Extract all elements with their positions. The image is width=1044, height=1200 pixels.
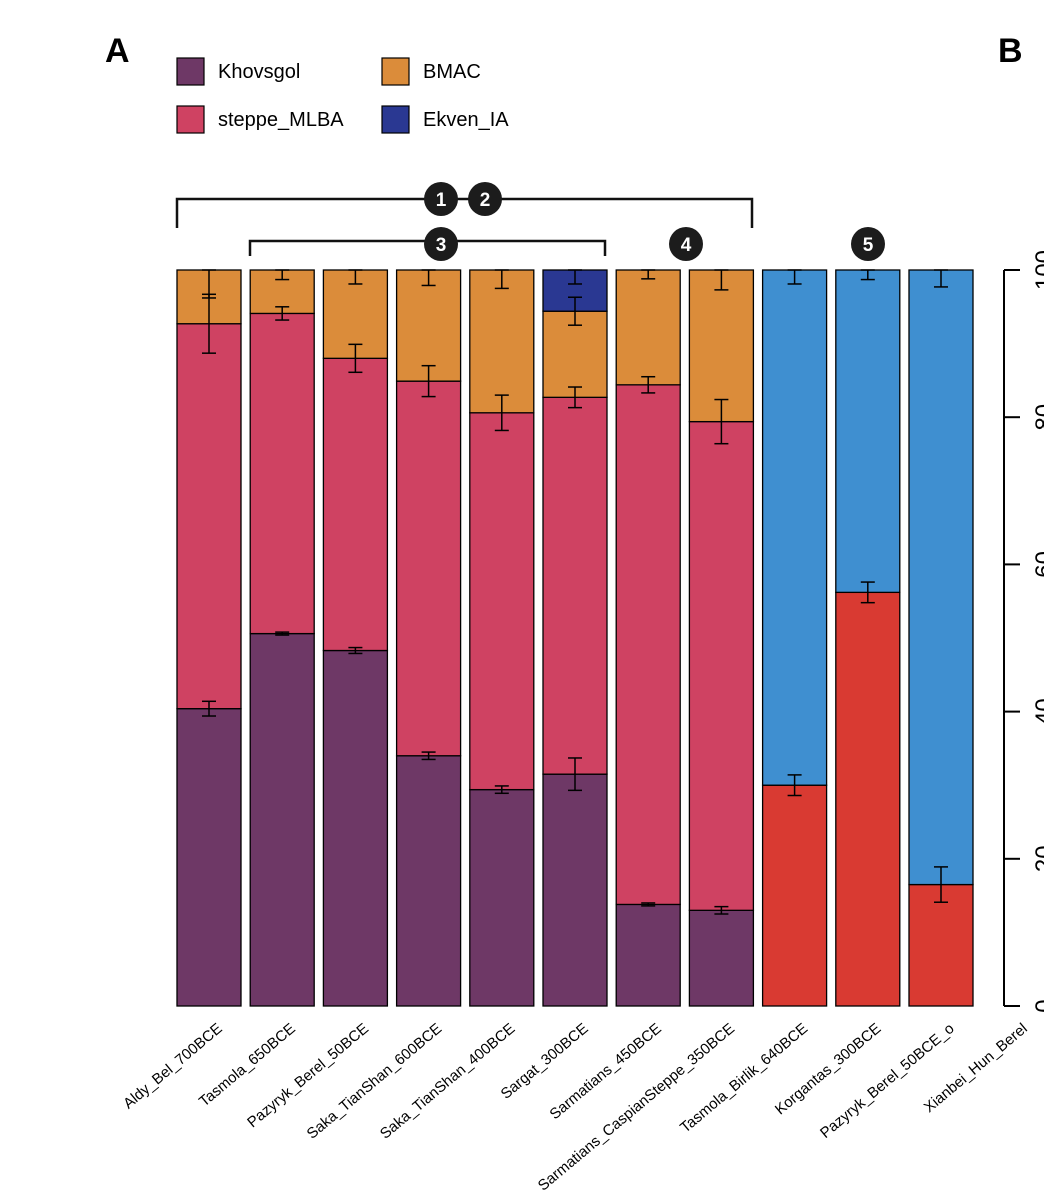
legend-swatch-ekven-ia [381,105,410,134]
bar-segment-pazyryk-berel-50bce-o-red-component [908,883,974,1007]
bar-segment-saka-tianshan-400bce-steppe-mlba [469,412,535,791]
error-bar-saka-tianshan-400bce-1 [494,394,509,432]
error-bar-sarmatians-450bce-1 [641,375,656,394]
bar-segment-saka-tianshan-400bce-bmac [469,269,535,414]
bar-segment-tasmola-birlik-640bce-red-component [761,784,828,1007]
legend-swatch-steppe-mlba [176,105,205,134]
y-tick-label-20: 20 [1031,845,1044,872]
bar-segment-aldy-bel-700bce-khovsgol [176,708,242,1007]
bar-segment-sarmatians-450bce-steppe-mlba [615,384,681,906]
error-bar-saka-tianshan-400bce-0 [494,785,509,795]
bar-segment-saka-tianshan-600bce-bmac [395,269,462,382]
badge-4 [669,227,703,261]
x-label-saka-tianshan-400bce: Saka_TianShan_400BCE [377,1020,518,1143]
error-bar-aldy-bel-700bce-0 [202,700,216,717]
x-label-pazyryk-berel-50bce: Pazyryk_Berel_50BCE [244,1020,372,1131]
error-bar-pazyryk-berel-50bce-2 [348,269,363,285]
error-bar-sargat-300bce-2 [568,296,582,326]
panel-label-a: A [105,32,130,70]
legend-label-bmac: BMAC [423,61,481,83]
error-bar-sarmatians-caspiansteppe-350bce-1 [714,398,729,445]
badge-2 [468,182,502,216]
error-bar-korgantas-300bce-1 [860,269,875,281]
bracket-groups-1-2 [175,197,754,228]
bar-segment-saka-tianshan-600bce-khovsgol [395,755,462,1007]
bar-segment-aldy-bel-700bce-steppe-mlba [176,323,242,710]
bar-segment-pazyryk-berel-50bce-steppe-mlba [322,357,389,652]
group-brackets: 1 2 3 4 5 [175,182,885,261]
bar-segment-sarmatians-caspiansteppe-350bce-bmac [688,269,755,423]
y-tick-label-60: 60 [1031,551,1044,578]
error-bar-sarmatians-450bce-0 [641,902,656,907]
badge-4-label: 4 [681,235,692,256]
error-bar-sargat-300bce-1 [568,386,582,409]
error-bar-sarmatians-caspiansteppe-350bce-0 [714,905,729,915]
bar-segment-pazyryk-berel-50bce-o-blue-component [908,269,974,886]
error-bar-sarmatians-caspiansteppe-350bce-2 [714,269,729,291]
right-y-axis: 0 20 40 60 80 100 [1003,250,1044,1013]
legend-label-ekven-ia: Ekven_IA [423,109,509,131]
error-bar-saka-tianshan-400bce-2 [494,269,509,290]
error-bar-aldy-bel-700bce-2 [202,269,216,299]
y-tick-label-80: 80 [1031,404,1044,431]
error-bar-sargat-300bce-0 [568,757,582,792]
bar-segment-sarmatians-450bce-khovsgol [615,903,681,1007]
legend-label-steppe-mlba: steppe_MLBA [218,109,344,131]
bar-segment-saka-tianshan-400bce-khovsgol [469,788,535,1007]
badge-2-label: 2 [480,190,491,211]
bars [176,269,974,1007]
bar-segment-sarmatians-450bce-bmac [615,269,681,386]
error-bar-saka-tianshan-600bce-1 [421,364,436,398]
error-bar-saka-tianshan-600bce-0 [421,751,436,761]
error-bar-tasmola-650bce-2 [275,269,290,281]
bar-segment-saka-tianshan-600bce-steppe-mlba [395,380,462,757]
legend-swatch-bmac [381,57,410,86]
badge-3 [424,227,458,261]
y-tick-label-0: 0 [1031,999,1044,1012]
x-axis-labels: Aldy_Bel_700BCETasmola_650BCEPazyryk_Ber… [120,1020,1031,1194]
error-bar-tasmola-birlik-640bce-1 [787,269,802,285]
error-bar-sarmatians-450bce-2 [641,269,656,280]
bar-segment-sarmatians-caspiansteppe-350bce-khovsgol [688,909,755,1007]
error-bar-pazyryk-berel-50bce-0 [348,646,363,655]
y-tick-label-100: 100 [1031,250,1044,290]
error-bar-pazyryk-berel-50bce-1 [348,343,363,374]
x-label-pazyryk-berel-50bce-o: Pazyryk_Berel_50BCE_o [817,1020,958,1142]
bar-segment-tasmola-650bce-steppe-mlba [249,312,315,635]
legend-swatch-khovsgol [176,57,205,86]
bar-segment-tasmola-650bce-khovsgol [249,632,315,1007]
bar-segment-pazyryk-berel-50bce-khovsgol [322,649,389,1007]
badge-5 [851,227,885,261]
error-bar-tasmola-650bce-1 [275,306,290,321]
bar-segment-sargat-300bce-khovsgol [542,773,608,1007]
y-tick-label-40: 40 [1031,698,1044,725]
bar-segment-korgantas-300bce-red-component [835,591,901,1007]
badge-1-label: 1 [436,190,447,211]
legend: Khovsgol BMAC steppe_MLBA Ekven_IA [176,57,509,134]
bar-segment-sarmatians-caspiansteppe-350bce-steppe-mlba [688,420,755,911]
badge-5-label: 5 [863,235,874,256]
error-bar-saka-tianshan-600bce-2 [421,269,436,287]
error-bar-tasmola-birlik-640bce-0 [787,774,802,797]
panel-label-b: B [998,32,1023,70]
bar-segment-korgantas-300bce-blue-component [835,269,901,594]
error-bar-tasmola-650bce-0 [275,631,290,636]
error-bar-pazyryk-berel-50bce-o-1 [934,269,948,288]
legend-label-khovsgol: Khovsgol [218,61,300,83]
error-bar-pazyryk-berel-50bce-o-0 [934,866,948,903]
badge-1 [424,182,458,216]
x-label-saka-tianshan-600bce: Saka_TianShan_600BCE [304,1020,445,1143]
error-bars [202,269,948,915]
error-bar-sargat-300bce-3 [568,269,582,285]
error-bar-korgantas-300bce-0 [860,581,875,604]
bar-segment-tasmola-birlik-640bce-blue-component [761,269,828,786]
bar-segment-sargat-300bce-steppe-mlba [542,396,608,775]
badge-3-label: 3 [436,235,447,256]
x-label-tasmola-birlik-640bce: Tasmola_Birlik_640BCE [677,1020,811,1136]
